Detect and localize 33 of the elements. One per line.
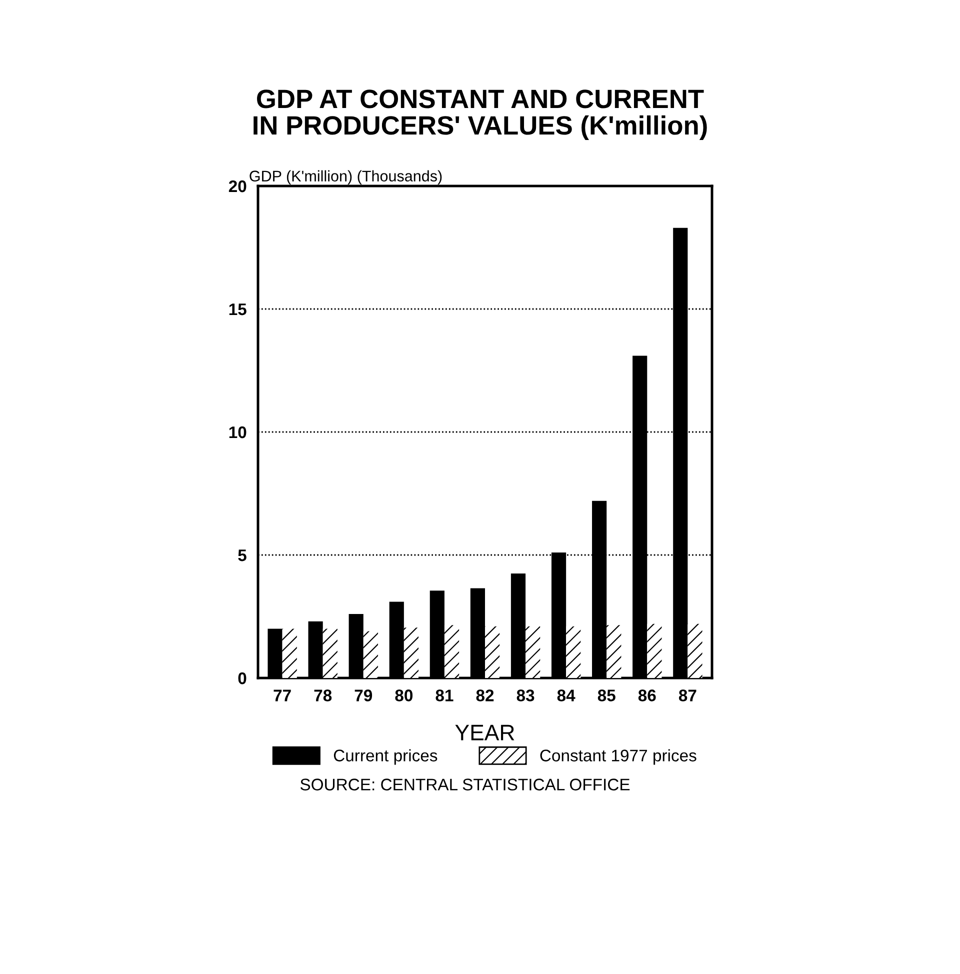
y-axis-title: GDP (K'million) (Thousands) <box>250 170 442 185</box>
bar <box>606 625 622 678</box>
y-tick-label: 10 <box>229 426 246 438</box>
chart-title: GDP AT CONSTANT AND CURRENT IN PRODUCERS' VALUES (K'million) <box>254 90 707 140</box>
legend-label: Constant 1977 prices <box>540 749 696 765</box>
y-tick-label: 15 <box>229 304 246 316</box>
y-tick-label: 5 <box>238 550 246 562</box>
x-tick-label: 79 <box>354 690 372 702</box>
x-tick-label: 84 <box>557 690 576 702</box>
x-tick-label: 87 <box>678 690 696 702</box>
x-tick-label: 81 <box>436 690 454 702</box>
bar <box>404 628 419 678</box>
y-tick-label: 20 <box>228 180 246 192</box>
x-tick-label: 78 <box>314 690 332 702</box>
bar <box>444 625 460 678</box>
x-axis-title: YEAR <box>455 724 514 740</box>
y-tick-label: 0 <box>238 672 246 684</box>
bar <box>647 624 662 678</box>
bar <box>363 631 378 678</box>
x-tick-label: 82 <box>476 690 494 702</box>
x-tick-label: 85 <box>598 690 616 702</box>
bar <box>566 626 581 678</box>
x-tick-label: 77 <box>274 690 291 702</box>
legend-label: Current prices <box>334 749 438 765</box>
source-note: SOURCE: CENTRAL STATISTICAL OFFICE <box>300 778 630 790</box>
bar <box>688 624 702 678</box>
x-tick-label: 80 <box>395 690 413 702</box>
x-tick-label: 83 <box>516 690 534 702</box>
x-tick-label: 86 <box>638 690 656 702</box>
bar <box>282 628 297 678</box>
bar <box>322 628 338 678</box>
bar <box>485 626 500 678</box>
bar <box>526 626 540 678</box>
